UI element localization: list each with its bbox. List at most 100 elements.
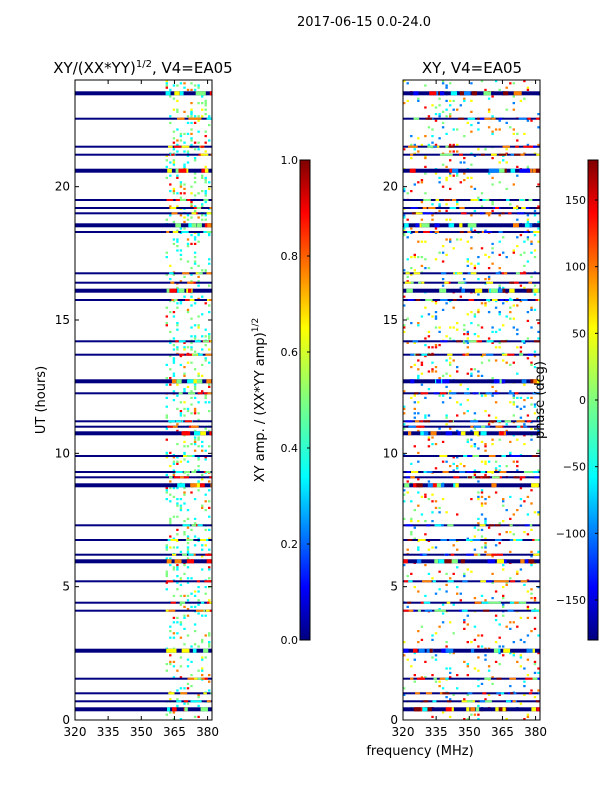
heat-cell: [441, 612, 445, 615]
row-cell: [470, 425, 474, 428]
heat-cell: [190, 113, 193, 116]
heat-cell: [498, 311, 501, 314]
heat-cell: [456, 370, 459, 373]
heat-cell: [519, 396, 523, 399]
row-cell: [172, 231, 179, 233]
heat-cell: [533, 355, 537, 358]
flagged-row: [75, 231, 212, 233]
heat-cell: [183, 388, 186, 391]
heat-cell: [420, 361, 424, 364]
heat-cell: [179, 132, 183, 135]
heat-cell: [530, 363, 533, 366]
heat-cell: [498, 623, 501, 626]
row-cell: [460, 431, 466, 436]
heat-cell: [190, 592, 193, 595]
heat-cell: [165, 176, 168, 179]
heat-cell: [509, 306, 512, 309]
heat-cell: [413, 416, 416, 419]
heat-cell: [480, 645, 484, 648]
heat-cell: [530, 119, 533, 122]
heat-cell: [183, 643, 186, 646]
heat-cell: [533, 663, 537, 666]
heat-cell: [431, 656, 434, 659]
row-cell: [188, 288, 192, 293]
row-cell: [440, 340, 448, 343]
heat-cell: [410, 322, 413, 325]
heat-cell: [169, 654, 172, 657]
heat-cell: [204, 586, 207, 589]
heat-cell: [176, 229, 179, 232]
heat-cell: [197, 401, 200, 404]
heat-cell: [431, 436, 434, 439]
heat-cell: [449, 113, 452, 116]
heat-cell: [190, 685, 193, 688]
heat-cell: [463, 575, 466, 578]
heat-cell: [183, 220, 186, 223]
row-cell: [189, 299, 195, 301]
heat-cell: [512, 621, 515, 624]
heat-cell: [441, 498, 445, 501]
flagged-row: [75, 117, 212, 120]
heat-cell: [169, 377, 172, 380]
heat-cell: [179, 636, 183, 639]
heat-cell: [176, 306, 179, 309]
heat-cell: [502, 159, 505, 162]
heat-cell: [431, 500, 434, 503]
row-cell: [188, 223, 192, 228]
heat-cell: [487, 414, 491, 417]
heat-cell: [509, 577, 512, 580]
colorbar-tick-label: 100: [565, 261, 586, 274]
flagged-row: [75, 471, 212, 473]
heat-cell: [530, 592, 533, 595]
heat-cell: [176, 99, 179, 102]
row-cell: [482, 692, 487, 695]
row-cell: [532, 455, 539, 457]
heat-cell: [179, 253, 183, 256]
heat-cell: [516, 660, 519, 663]
heat-cell: [445, 108, 448, 111]
heat-cell: [176, 108, 179, 111]
heat-cell: [417, 256, 420, 259]
heat-cell: [190, 674, 193, 677]
row-cell: [408, 145, 415, 148]
row-cell: [447, 580, 454, 583]
row-cell: [491, 117, 496, 120]
panel1-heatmap: [75, 80, 212, 720]
y-tick-label: 20: [55, 180, 70, 194]
heat-cell: [431, 218, 434, 221]
heat-cell: [197, 456, 200, 459]
row-cell: [204, 707, 208, 712]
heat-cell: [420, 179, 424, 182]
heat-cell: [165, 575, 168, 578]
heat-cell: [477, 434, 480, 437]
heat-cell: [537, 383, 540, 386]
row-cell: [205, 471, 211, 473]
heat-cell: [176, 528, 179, 531]
heat-cell: [403, 693, 406, 696]
heat-cell: [445, 209, 448, 212]
heat-cell: [179, 196, 183, 199]
heat-cell: [420, 218, 424, 221]
heat-cell: [169, 465, 172, 468]
heat-cell: [204, 190, 207, 193]
heat-cell: [537, 511, 540, 514]
row-cell: [447, 524, 454, 527]
heat-cell: [505, 148, 508, 151]
y-tick-label: 15: [383, 313, 398, 327]
heat-cell: [470, 713, 473, 716]
heat-cell: [204, 218, 207, 221]
heat-cell: [176, 348, 179, 351]
row-cell: [171, 212, 178, 215]
row-cell: [416, 677, 424, 680]
heat-cell: [431, 135, 434, 138]
heat-cell: [456, 174, 459, 177]
heat-cell: [452, 462, 455, 465]
heat-cell: [186, 537, 190, 540]
row-cell: [457, 281, 465, 284]
heat-cell: [204, 176, 207, 179]
row-cell: [186, 524, 191, 527]
heat-cell: [431, 315, 434, 318]
heat-cell: [459, 599, 462, 602]
heat-cell: [183, 627, 186, 630]
heat-cell: [445, 583, 448, 586]
